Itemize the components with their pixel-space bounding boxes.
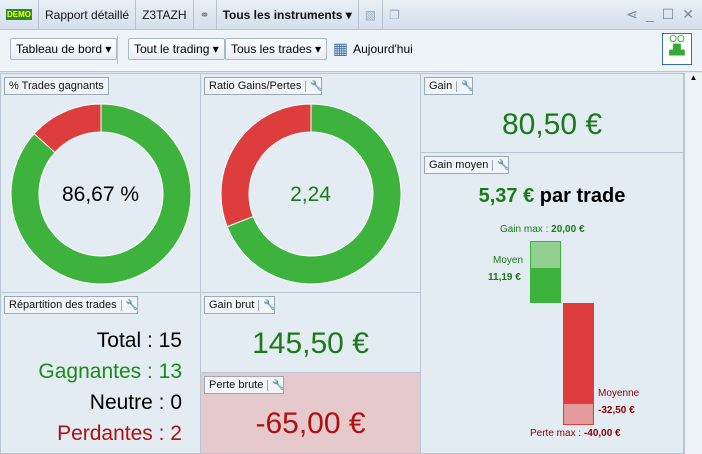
gross-loss-panel: Perte brute 🔧 -65,00 € [200, 372, 421, 454]
wrench-icon[interactable]: 🔧 [492, 159, 510, 171]
divider [117, 36, 118, 64]
avg-gain-headline: 5,37 € par trade [478, 185, 626, 207]
panel-title: Répartition des trades 🔧 [4, 296, 138, 314]
ratio-panel: Ratio Gains/Pertes 🔧 2,24 [200, 73, 421, 293]
avg-gain-bar [530, 269, 561, 303]
report-tab[interactable]: Rapport détaillé [39, 0, 137, 30]
panel-title: Gain brut 🔧 [204, 296, 276, 314]
wrench-icon[interactable]: 🔧 [267, 379, 285, 391]
title-bar: DEMO Rapport détaillé Z3TAZH ⚭ Tous les … [0, 0, 702, 30]
wrench-icon[interactable]: 🔧 [258, 299, 276, 311]
date-selector[interactable]: ▦ Aujourd'hui [333, 41, 413, 58]
gross-gain-panel: Gain brut 🔧 145,50 € [200, 292, 421, 373]
panel-title: Gain moyen 🔧 [424, 156, 510, 174]
neutral-count: Neutre : 0 [89, 391, 182, 414]
dashboard-dropdown[interactable]: Tableau de bord ▾ [10, 38, 118, 60]
win-rate-donut [10, 103, 192, 285]
copy-icon[interactable]: ❐ [389, 7, 400, 22]
wrench-icon[interactable]: 🔧 [456, 80, 474, 92]
link-icon[interactable]: ⚭ [194, 0, 217, 30]
panel-title: Perte brute 🔧 [204, 376, 285, 394]
chart-icon[interactable]: ▧ [359, 0, 384, 30]
win-rate-value: 86,67 % [61, 183, 140, 206]
avg-loss-bar [563, 303, 594, 403]
wrench-icon[interactable]: 🔧 [305, 80, 323, 92]
account-label[interactable]: Z3TAZH [136, 0, 194, 30]
max-gain: Gain max : 20,00 € [500, 224, 585, 235]
win-rate-panel: % Trades gagnants 86,67 % [0, 73, 201, 293]
share-icon[interactable]: ⋖ [626, 6, 638, 22]
panel-title: Gain 🔧 [424, 77, 474, 95]
scroll-up-icon[interactable]: ▲ [689, 73, 698, 82]
max-loss: Perte max : -40,00 € [530, 428, 621, 439]
max-gain-bar [530, 241, 561, 269]
gain-panel: Gain 🔧 80,50 € [420, 73, 684, 153]
panel-title: % Trades gagnants [4, 77, 109, 95]
loss-count: Perdantes : 2 [57, 422, 182, 445]
trades-dropdown[interactable]: Tous les trades ▾ [225, 38, 328, 60]
close-icon[interactable]: ✕ [682, 6, 694, 22]
scrollbar[interactable]: ▲ [684, 73, 702, 454]
ratio-value: 2,24 [290, 183, 331, 206]
max-loss-bar [563, 403, 594, 425]
total-count: Total : 15 [96, 329, 182, 352]
gain-value: 80,50 € [501, 108, 603, 141]
panel-title: Ratio Gains/Pertes 🔧 [204, 77, 323, 95]
gross-gain-value: 145,50 € [252, 327, 369, 360]
demo-logo: DEMO [0, 0, 39, 30]
distribution-panel: Répartition des trades 🔧 Total : 15 Gagna… [0, 292, 201, 454]
instruments-dropdown[interactable]: Tous les instruments ▾ [217, 0, 359, 30]
calendar-icon: ▦ [333, 41, 349, 58]
avg-loss-value: -32,50 € [598, 405, 635, 416]
dashboard-settings-icon[interactable]: OO ▟▙ [662, 33, 692, 65]
gain-slice [226, 103, 402, 285]
wrench-icon[interactable]: 🔧 [120, 299, 138, 311]
ratio-donut [220, 103, 402, 285]
avg-gain-value: 11,19 € [488, 272, 521, 283]
loss-slice [220, 103, 312, 228]
win-slice [10, 103, 192, 285]
trading-dropdown[interactable]: Tout le trading ▾ [128, 38, 225, 60]
toolbar: Tableau de bord ▾ Tout le trading ▾ Tous… [0, 30, 702, 72]
maximize-icon[interactable]: ☐ [661, 6, 675, 22]
avg-gain-label: Moyen [493, 255, 524, 266]
avg-loss-label: Moyenne [598, 388, 640, 399]
gross-loss-value: -65,00 € [255, 407, 366, 440]
avg-gain-panel: Gain moyen 🔧 5,37 € par trade Gain max : … [420, 152, 684, 454]
win-count: Gagnantes : 13 [38, 360, 182, 383]
minimize-icon[interactable]: _ [645, 6, 654, 22]
